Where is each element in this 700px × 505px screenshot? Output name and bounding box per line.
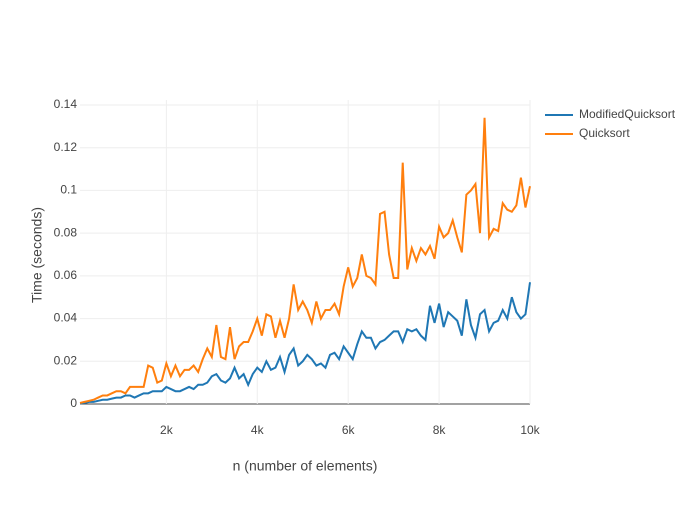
- y-tick-label: 0.1: [60, 183, 77, 197]
- y-tick-label: 0.08: [54, 225, 78, 239]
- y-tick-label: 0.12: [54, 140, 78, 154]
- series-line: [79, 282, 531, 405]
- y-tick-label: 0.04: [54, 311, 78, 325]
- x-tick-label: 4k: [251, 423, 265, 437]
- y-axis-title: Time (seconds): [29, 207, 45, 303]
- legend-label: ModifiedQuicksort: [579, 107, 676, 121]
- legend-label: Quicksort: [579, 126, 630, 140]
- x-tick-label: 6k: [342, 423, 356, 437]
- x-tick-label: 2k: [160, 423, 174, 437]
- y-tick-label: 0.14: [54, 97, 78, 111]
- y-tick-label: 0.06: [54, 268, 78, 282]
- y-tick-label: 0.02: [54, 353, 78, 367]
- x-axis-title: n (number of elements): [233, 458, 378, 474]
- x-tick-label: 8k: [433, 423, 447, 437]
- x-tick-label: 10k: [520, 423, 540, 437]
- y-tick-label: 0: [70, 396, 77, 410]
- series-line: [79, 117, 531, 404]
